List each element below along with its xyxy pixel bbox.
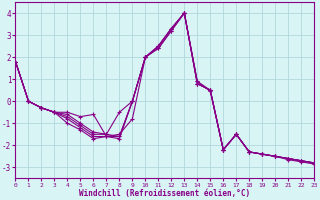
X-axis label: Windchill (Refroidissement éolien,°C): Windchill (Refroidissement éolien,°C) xyxy=(79,189,250,198)
